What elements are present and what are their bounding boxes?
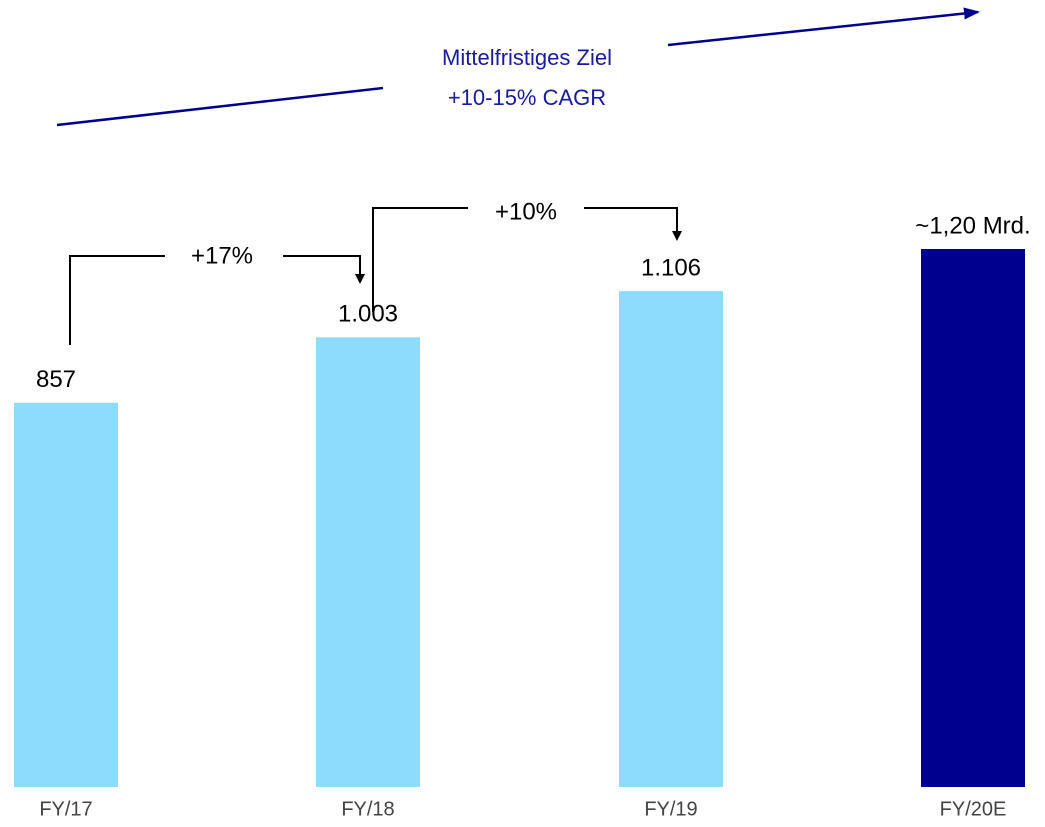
growth-label: +10% bbox=[495, 198, 557, 225]
value-label: 1.003 bbox=[338, 301, 398, 328]
cagr-line bbox=[56, 86, 384, 127]
bar bbox=[619, 291, 723, 787]
bar bbox=[316, 337, 420, 787]
x-tick-label: FY/17 bbox=[39, 798, 92, 820]
growth-label: +17% bbox=[191, 242, 253, 269]
growth-connector bbox=[69, 255, 360, 345]
bar bbox=[14, 402, 118, 787]
cagr-arrow bbox=[667, 7, 980, 47]
value-label: ~1,20 Mrd. bbox=[915, 212, 1030, 239]
target-label: +10-15% CAGR bbox=[448, 85, 606, 110]
growth-connector bbox=[372, 207, 677, 312]
value-label: 1.106 bbox=[641, 254, 701, 281]
bar bbox=[921, 249, 1025, 787]
x-tick-label: FY/19 bbox=[644, 798, 697, 820]
x-tick-label: FY/20E bbox=[940, 798, 1007, 820]
value-label: 857 bbox=[36, 366, 76, 393]
x-tick-label: FY/18 bbox=[341, 798, 394, 820]
target-label: Mittelfristiges Ziel bbox=[442, 45, 612, 70]
